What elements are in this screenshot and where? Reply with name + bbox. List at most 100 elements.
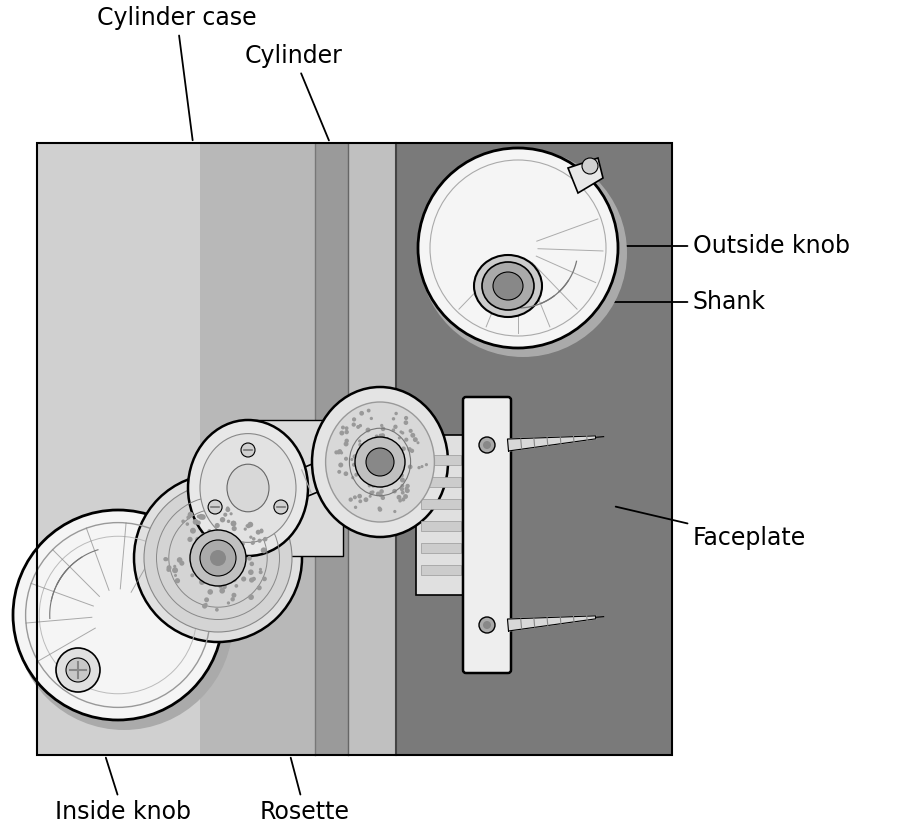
Circle shape [252, 577, 256, 581]
Circle shape [195, 559, 199, 563]
Circle shape [259, 568, 262, 571]
Circle shape [198, 514, 204, 520]
Circle shape [357, 494, 362, 498]
Circle shape [402, 446, 405, 451]
Circle shape [249, 577, 254, 583]
Circle shape [205, 603, 207, 606]
Circle shape [219, 588, 225, 594]
Circle shape [218, 561, 222, 564]
Circle shape [229, 538, 233, 542]
Circle shape [368, 469, 372, 473]
Circle shape [343, 442, 349, 446]
Bar [421, 499, 461, 509]
Circle shape [229, 512, 233, 516]
Circle shape [371, 451, 375, 455]
Circle shape [385, 438, 388, 442]
Circle shape [353, 496, 357, 499]
Text: Cylinder: Cylinder [245, 44, 343, 140]
Circle shape [231, 521, 236, 526]
Ellipse shape [200, 433, 296, 543]
Circle shape [259, 529, 264, 533]
Circle shape [256, 530, 261, 535]
Circle shape [352, 417, 356, 422]
Circle shape [400, 477, 404, 482]
Circle shape [241, 576, 247, 581]
Ellipse shape [227, 465, 269, 512]
Circle shape [360, 457, 364, 462]
Circle shape [257, 585, 262, 591]
Circle shape [231, 560, 234, 564]
Text: Faceplate: Faceplate [615, 507, 806, 550]
Circle shape [388, 472, 392, 476]
Bar [348, 143, 396, 755]
Circle shape [404, 488, 410, 493]
Circle shape [190, 528, 196, 533]
Circle shape [359, 499, 362, 503]
Circle shape [396, 495, 402, 500]
Circle shape [340, 431, 344, 435]
Circle shape [187, 537, 193, 542]
Circle shape [231, 577, 236, 582]
Circle shape [232, 526, 236, 531]
Circle shape [398, 475, 401, 479]
Circle shape [483, 621, 491, 629]
Circle shape [360, 411, 364, 416]
Circle shape [232, 593, 236, 598]
Circle shape [421, 465, 424, 468]
Circle shape [380, 424, 383, 427]
Circle shape [392, 417, 395, 421]
Circle shape [398, 436, 401, 439]
Circle shape [215, 535, 220, 538]
Circle shape [383, 480, 387, 484]
Circle shape [200, 540, 236, 576]
Circle shape [174, 574, 177, 577]
Ellipse shape [312, 387, 448, 537]
Circle shape [258, 570, 263, 575]
Circle shape [196, 521, 201, 525]
Circle shape [383, 456, 386, 459]
Text: Shank: Shank [581, 290, 766, 314]
Circle shape [213, 560, 216, 564]
Circle shape [197, 515, 201, 518]
Circle shape [363, 497, 368, 502]
Circle shape [252, 537, 256, 541]
Circle shape [351, 458, 353, 461]
Circle shape [193, 519, 198, 525]
Circle shape [340, 451, 343, 454]
Circle shape [226, 601, 230, 605]
Circle shape [208, 500, 222, 514]
Polygon shape [568, 158, 603, 193]
Circle shape [369, 491, 373, 495]
Circle shape [394, 424, 398, 429]
Circle shape [263, 537, 268, 542]
Bar [37, 143, 200, 755]
Circle shape [379, 484, 383, 488]
Circle shape [144, 484, 292, 632]
Circle shape [401, 484, 404, 488]
Circle shape [401, 491, 404, 495]
Circle shape [374, 434, 379, 438]
Circle shape [352, 423, 356, 427]
Circle shape [379, 456, 383, 459]
Circle shape [419, 149, 627, 357]
Circle shape [202, 603, 207, 609]
Circle shape [377, 454, 382, 459]
Circle shape [394, 459, 399, 463]
Circle shape [371, 491, 374, 494]
Polygon shape [508, 616, 596, 631]
Circle shape [344, 438, 349, 443]
Circle shape [379, 493, 383, 497]
Circle shape [200, 514, 205, 520]
Circle shape [338, 449, 342, 454]
Circle shape [404, 438, 408, 442]
Text: Cylinder case: Cylinder case [97, 6, 257, 140]
Circle shape [246, 524, 248, 528]
Circle shape [400, 487, 404, 491]
Circle shape [226, 520, 230, 523]
Circle shape [241, 561, 246, 566]
Circle shape [207, 529, 212, 533]
Circle shape [398, 449, 402, 454]
Circle shape [251, 541, 255, 544]
Circle shape [344, 430, 349, 434]
Circle shape [236, 540, 243, 547]
